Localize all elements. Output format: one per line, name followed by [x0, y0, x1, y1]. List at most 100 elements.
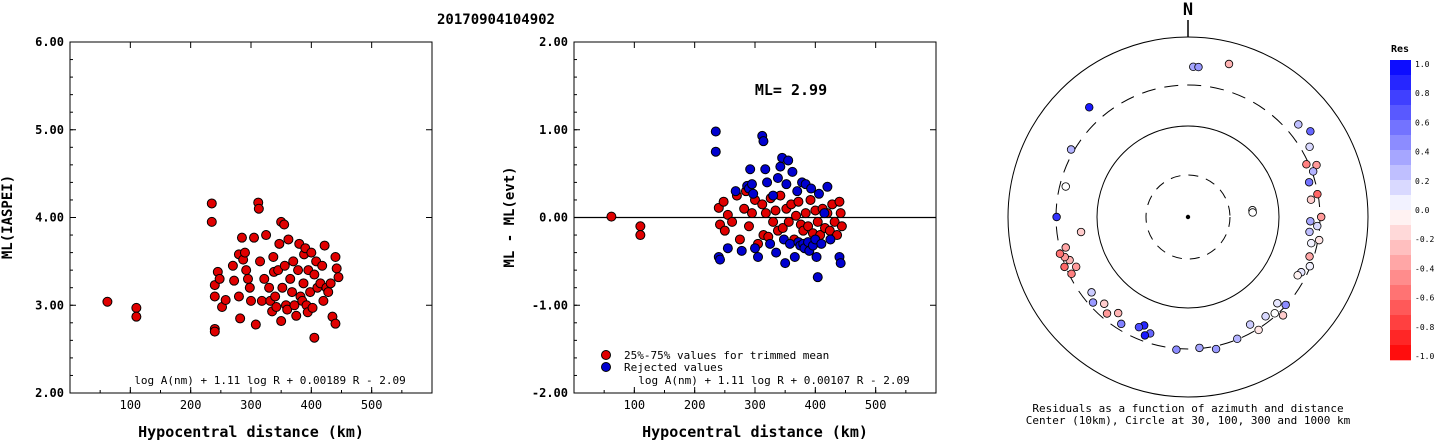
station-point [1305, 252, 1314, 261]
data-point [209, 326, 220, 337]
colorbar-tick-label: -0.8 [1415, 323, 1434, 332]
data-point [811, 251, 822, 262]
y-tick-label: -1.00 [532, 298, 568, 312]
data-point [783, 216, 794, 227]
station-point [1076, 227, 1086, 237]
data-point [274, 238, 285, 249]
colorbar-cell [1390, 315, 1411, 331]
data-point [710, 146, 721, 157]
data-point [289, 300, 300, 311]
colorbar-cell [1390, 240, 1411, 256]
colorbar-tick-label: 0.6 [1415, 118, 1430, 127]
legend-label-trimmed: 25%-75% values for trimmed mean [624, 349, 829, 362]
circle-30km [1145, 174, 1231, 260]
station-point [1270, 309, 1279, 318]
station-point [1278, 311, 1288, 320]
y-tick-label: 2.00 [35, 386, 64, 400]
station-point [1306, 217, 1315, 226]
data-point [835, 208, 846, 219]
data-point [282, 304, 293, 315]
colorbar-cell [1390, 150, 1411, 166]
y-tick-label: 3.00 [35, 298, 64, 312]
y-axis-label: ML - ML(evt) [502, 166, 518, 267]
data-point [770, 205, 781, 216]
data-point [246, 295, 256, 306]
station-point [1113, 308, 1123, 318]
data-point [102, 296, 113, 307]
station-point [1313, 221, 1322, 231]
data-point [241, 265, 252, 276]
data-point [317, 260, 328, 271]
data-point [813, 188, 824, 199]
data-point [760, 164, 771, 175]
data-point [264, 282, 275, 293]
station-point [1061, 182, 1070, 191]
colorbar-cell [1390, 75, 1411, 91]
station-point [1211, 344, 1221, 354]
colorbar-cell [1390, 270, 1411, 286]
data-point [261, 230, 272, 241]
data-point [784, 238, 795, 249]
x-tick-label: 500 [361, 398, 383, 412]
station-point [1102, 309, 1112, 318]
data-point [330, 318, 341, 329]
data-point [730, 186, 741, 197]
data-point [227, 260, 238, 271]
data-point [758, 136, 769, 147]
data-point [765, 238, 776, 249]
data-point [803, 221, 814, 232]
y-tick-label: -2.00 [532, 386, 568, 400]
data-point [131, 311, 142, 322]
data-point [318, 295, 329, 306]
station-point [1307, 238, 1316, 248]
data-point [235, 313, 246, 324]
station-point [1140, 331, 1150, 340]
station-point [1100, 299, 1109, 308]
data-point [131, 302, 142, 313]
data-point [287, 287, 298, 298]
data-point [220, 294, 231, 305]
colorbar-cell [1390, 165, 1411, 181]
station-point [1312, 160, 1321, 170]
data-point [777, 223, 788, 234]
data-point [276, 316, 287, 327]
figure-title: 20170904104902 [437, 12, 555, 28]
data-point [307, 302, 318, 313]
data-point [736, 245, 747, 256]
data-point [206, 198, 217, 209]
station-point [1254, 325, 1263, 335]
y-tick-label: 5.00 [35, 123, 64, 137]
data-point [279, 219, 290, 230]
station-point [1087, 288, 1096, 297]
data-point [793, 196, 804, 207]
colorbar-tick-label: 0.2 [1415, 177, 1430, 186]
center-point [1185, 214, 1191, 220]
data-point [229, 275, 240, 286]
station-point [1313, 189, 1322, 199]
data-point [836, 221, 847, 232]
y-tick-label: 0.00 [539, 211, 568, 225]
station-point [1316, 212, 1326, 222]
data-point [739, 203, 750, 214]
circle-1000km [1007, 36, 1369, 398]
station-point [1061, 243, 1070, 252]
colorbar-cell [1390, 345, 1411, 361]
data-point [835, 258, 846, 269]
station-point [1060, 262, 1069, 272]
magnitude-vs-distance-chart: 100 200 300 400 500 2.00 3.00 4.00 5.00 6.00 Hypo… [0, 35, 433, 441]
data-point [775, 161, 786, 172]
y-tick-label: 4.00 [35, 211, 64, 225]
data-point [816, 238, 827, 249]
colorbar: Res 1.0 0.8 0.6 0.4 0.2 0.0 -0.2 -0.4 -0.6 -0.8 -1… [1390, 44, 1434, 361]
colorbar-cell [1390, 135, 1411, 151]
data-point [244, 282, 255, 293]
data-point [750, 243, 760, 254]
data-point [745, 164, 756, 175]
x-tick-label: 200 [180, 398, 202, 412]
data-point [259, 273, 270, 284]
data-point [771, 247, 782, 258]
data-point [309, 332, 320, 343]
legend-label-rejected: Rejected values [624, 361, 723, 374]
data-point [331, 263, 342, 274]
station-point [1261, 312, 1270, 321]
